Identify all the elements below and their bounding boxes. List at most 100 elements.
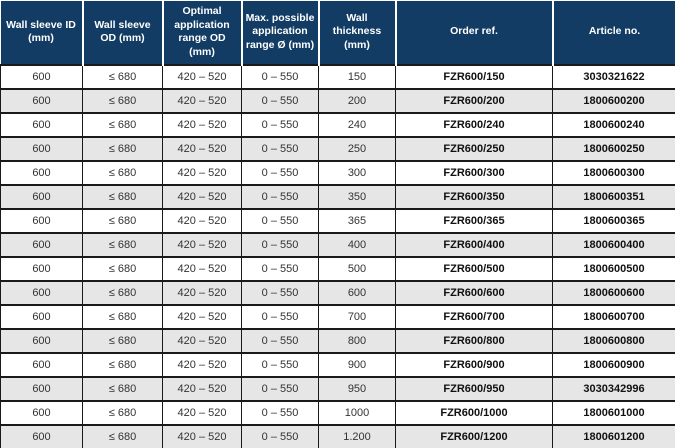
table-cell: 0 – 550 xyxy=(241,327,319,353)
table-cell: 1800600365 xyxy=(552,207,675,233)
table-cell: 420 – 520 xyxy=(162,111,242,137)
col-header-order-ref: Order ref. xyxy=(394,0,553,65)
table-row: 600 ≤ 680 420 – 520 0 – 550 500 FZR600/500 180… xyxy=(0,255,675,281)
table-cell: FZR600/200 xyxy=(395,87,553,113)
table-cell: 600 xyxy=(318,279,396,305)
table-row: 600 ≤ 680 420 – 520 0 – 550 240 FZR600/240 180… xyxy=(0,111,675,137)
table-cell: FZR600/600 xyxy=(395,279,553,305)
table-cell: FZR600/150 xyxy=(395,63,553,89)
table-row: 600 ≤ 680 420 – 520 0 – 550 1000 FZR600/1000 1… xyxy=(0,399,675,425)
table-cell: 1800600240 xyxy=(552,111,675,137)
table-cell: 600 xyxy=(0,231,83,257)
table-cell: ≤ 680 xyxy=(82,159,163,185)
table-cell: ≤ 680 xyxy=(82,87,163,113)
table-cell: 0 – 550 xyxy=(241,63,319,89)
table-cell: 420 – 520 xyxy=(162,375,242,401)
table-cell: 1800601000 xyxy=(552,399,675,425)
table-cell: 420 – 520 xyxy=(162,399,242,425)
table-cell: FZR600/700 xyxy=(395,303,553,329)
table-cell: 600 xyxy=(0,111,83,137)
table-row: 600 ≤ 680 420 – 520 0 – 550 600 FZR600/600 180… xyxy=(0,279,675,305)
col-header-optimal-application-range: Optimal application range OD (mm) xyxy=(161,0,242,65)
table-cell: 600 xyxy=(0,87,83,113)
table-cell: ≤ 680 xyxy=(82,327,163,353)
table-row: 600 ≤ 680 420 – 520 0 – 550 150 FZR600/150 303… xyxy=(0,63,675,89)
table-cell: 420 – 520 xyxy=(162,327,242,353)
table-cell: 600 xyxy=(0,207,83,233)
table-cell: 500 xyxy=(318,255,396,281)
table-row: 600 ≤ 680 420 – 520 0 – 550 350 FZR600/350 180… xyxy=(0,183,675,209)
table-row: 600 ≤ 680 420 – 520 0 – 550 1.200 FZR600/1200… xyxy=(0,423,675,448)
table-header: Wall sleeve ID (mm) Wall sleeve OD (mm) … xyxy=(0,0,675,65)
table-cell: 1800600700 xyxy=(552,303,675,329)
table-cell: 1800600200 xyxy=(552,87,675,113)
table-cell: ≤ 680 xyxy=(82,279,163,305)
table-cell: 420 – 520 xyxy=(162,183,242,209)
table-cell: FZR600/240 xyxy=(395,111,553,137)
table-cell: 700 xyxy=(318,303,396,329)
table-cell: FZR600/1000 xyxy=(395,399,553,425)
table-cell: FZR600/900 xyxy=(395,351,553,377)
table-cell: FZR600/365 xyxy=(395,207,553,233)
table-cell: ≤ 680 xyxy=(82,207,163,233)
table-cell: 0 – 550 xyxy=(241,135,319,161)
table-cell: 420 – 520 xyxy=(162,207,242,233)
table-cell: 0 – 550 xyxy=(241,183,319,209)
table-cell: 1800600800 xyxy=(552,327,675,353)
table-row: 600 ≤ 680 420 – 520 0 – 550 950 FZR600/950 303… xyxy=(0,375,675,401)
table-cell: ≤ 680 xyxy=(82,111,163,137)
table-cell: FZR600/800 xyxy=(395,327,553,353)
table-row: 600 ≤ 680 420 – 520 0 – 550 300 FZR600/300 180… xyxy=(0,159,675,185)
table-cell: FZR600/950 xyxy=(395,375,553,401)
table-cell: ≤ 680 xyxy=(82,255,163,281)
col-header-max-application-range: Max. possible application range Ø (mm) xyxy=(240,0,319,65)
table-cell: 600 xyxy=(0,399,83,425)
col-header-wall-thickness: Wall thickness (mm) xyxy=(317,0,396,65)
table-cell: 600 xyxy=(0,63,83,89)
table-cell: 0 – 550 xyxy=(241,231,319,257)
table-cell: 600 xyxy=(0,303,83,329)
table-cell: 1800600300 xyxy=(552,159,675,185)
table-cell: ≤ 680 xyxy=(82,63,163,89)
table-cell: 1000 xyxy=(318,399,396,425)
table-cell: ≤ 680 xyxy=(82,423,163,448)
table-cell: FZR600/350 xyxy=(395,183,553,209)
table-row: 600 ≤ 680 420 – 520 0 – 550 365 FZR600/365 180… xyxy=(0,207,675,233)
table-cell: 400 xyxy=(318,231,396,257)
col-header-article-no: Article no. xyxy=(551,0,675,65)
table-cell: 420 – 520 xyxy=(162,159,242,185)
col-header-wall-sleeve-id: Wall sleeve ID (mm) xyxy=(0,0,83,65)
table-cell: 600 xyxy=(0,351,83,377)
table-cell: 600 xyxy=(0,183,83,209)
table-cell: 1800600900 xyxy=(552,351,675,377)
table-cell: 150 xyxy=(318,63,396,89)
table-cell: 1.200 xyxy=(318,423,396,448)
table-cell: 1800601200 xyxy=(552,423,675,448)
table-cell: 300 xyxy=(318,159,396,185)
table-cell: 420 – 520 xyxy=(162,279,242,305)
table-cell: 420 – 520 xyxy=(162,87,242,113)
table-cell: 600 xyxy=(0,159,83,185)
table-cell: FZR600/400 xyxy=(395,231,553,257)
table-cell: ≤ 680 xyxy=(82,351,163,377)
table-cell: 240 xyxy=(318,111,396,137)
table-cell: ≤ 680 xyxy=(82,375,163,401)
table-cell: 0 – 550 xyxy=(241,207,319,233)
table-row: 600 ≤ 680 420 – 520 0 – 550 900 FZR600/900 180… xyxy=(0,351,675,377)
table-cell: 365 xyxy=(318,207,396,233)
table-row: 600 ≤ 680 420 – 520 0 – 550 400 FZR600/400 180… xyxy=(0,231,675,257)
table-cell: ≤ 680 xyxy=(82,399,163,425)
table-body: 600 ≤ 680 420 – 520 0 – 550 150 FZR600/150 303… xyxy=(0,63,675,448)
table-cell: 420 – 520 xyxy=(162,231,242,257)
table-cell: 3030321622 xyxy=(552,63,675,89)
table-cell: ≤ 680 xyxy=(82,231,163,257)
table-row: 600 ≤ 680 420 – 520 0 – 550 250 FZR600/250 180… xyxy=(0,135,675,161)
table-cell: 420 – 520 xyxy=(162,135,242,161)
table-row: 600 ≤ 680 420 – 520 0 – 550 700 FZR600/700 180… xyxy=(0,303,675,329)
table-cell: 1800600250 xyxy=(552,135,675,161)
table-cell: 600 xyxy=(0,255,83,281)
table-cell: 600 xyxy=(0,327,83,353)
table-cell: 0 – 550 xyxy=(241,87,319,113)
